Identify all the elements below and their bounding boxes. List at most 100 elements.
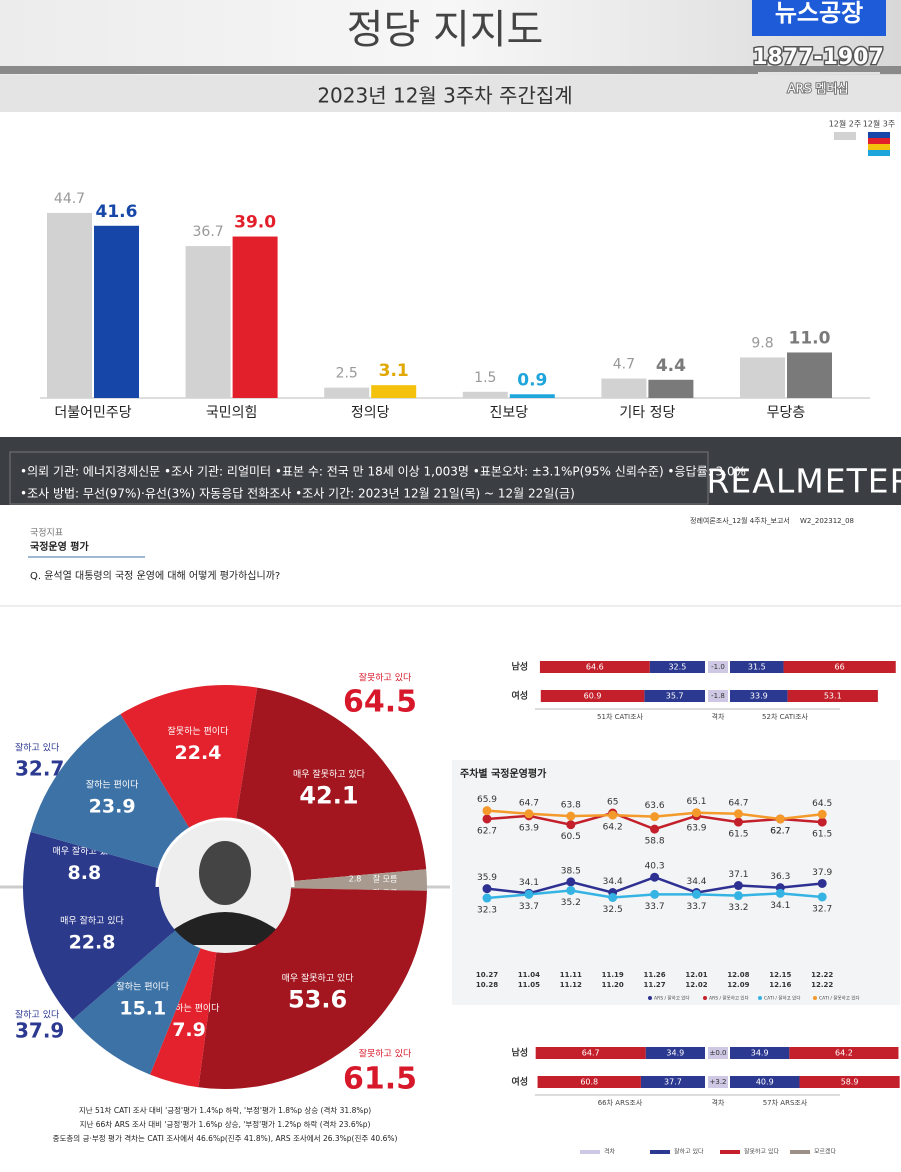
report-code: W2_202312_08 (800, 517, 854, 525)
point-label: 34.1 (770, 901, 790, 911)
segment-label: 잘하는 편이다 (86, 778, 139, 790)
point-label: 65.1 (686, 797, 706, 807)
segment-label: 34.9 (751, 1049, 769, 1058)
segment-label: 53.1 (824, 692, 842, 701)
bar-segment (537, 1076, 641, 1088)
value-label: 2.5 (336, 366, 358, 382)
legend-swatch (758, 996, 762, 1000)
bar (47, 212, 92, 398)
value-label: 44.7 (54, 191, 85, 207)
point-label: 62.7 (477, 826, 497, 836)
pie-segment (290, 887, 427, 891)
series-point (733, 817, 743, 827)
segment-label: 60.9 (584, 692, 602, 701)
series-point (733, 809, 743, 819)
gap-label: -1.8 (711, 692, 725, 700)
segment-value: 7.9 (172, 1019, 206, 1041)
bar-segment (645, 1047, 705, 1059)
pie-segment (30, 714, 191, 869)
row-label: 여성 (511, 1076, 528, 1088)
series-point (733, 891, 743, 901)
value-label: 0.9 (517, 370, 547, 390)
segment-label: 매우 잘하고 있다 (60, 914, 124, 926)
x-tick-label: 더불어민주당 (54, 405, 131, 421)
x-tick-label: 12.22 (811, 981, 833, 989)
segment-label: 잘못하는 편이다 (168, 725, 230, 737)
brand: REALMETER (707, 462, 901, 501)
legend-label: CATI / 잘하고 있다 (764, 995, 801, 1002)
segment-value: 42.1 (299, 781, 358, 809)
value-label: 11.0 (789, 328, 831, 348)
x-tick-label: 기타 정당 (619, 405, 675, 421)
point-label: 63.9 (686, 823, 706, 833)
series-point (608, 810, 618, 820)
x-tick-label: 11.04 (518, 971, 540, 979)
bar-segment (789, 1047, 899, 1059)
bar-segment (730, 1047, 790, 1059)
point-label: 65 (607, 798, 618, 808)
gap-box (708, 690, 728, 702)
legend-label: ARS / 잘못하고 있다 (709, 995, 750, 1002)
total-label: 잘못하고 있다 (359, 672, 412, 684)
value-label: 1.5 (474, 370, 496, 386)
segment-value: 2.8 (349, 875, 362, 884)
bar-segment (787, 690, 878, 702)
point-label: 64.7 (728, 798, 748, 808)
point-label: 61.5 (812, 830, 832, 840)
bar (462, 391, 508, 398)
value-label: 36.7 (193, 224, 224, 240)
total-value: 64.5 (343, 685, 417, 720)
legend-swatch (648, 996, 652, 1000)
title: 정당 지지도 (347, 7, 544, 53)
total-value: 32.7 (15, 757, 64, 781)
value-label: 3.1 (379, 361, 409, 381)
legend-label: 모르겠다 (814, 1148, 837, 1156)
report-file: 정례여론조사_12월 4주차_보고서 (690, 516, 790, 525)
segment-label: 32.5 (668, 663, 686, 672)
bar-segment (730, 1076, 800, 1088)
bar-segment (730, 661, 784, 673)
series-point (650, 872, 660, 882)
x-tick-label: 12.15 (769, 971, 791, 979)
value-label: 9.8 (751, 335, 773, 351)
x-tick-label: 12.01 (685, 971, 707, 979)
point-label: 64.2 (603, 823, 623, 833)
pie-segment (72, 930, 201, 1075)
point-label: 32.5 (603, 905, 623, 915)
point-label: 63.8 (561, 801, 581, 811)
legend-swatch (720, 1150, 740, 1154)
bar-segment (540, 690, 645, 702)
row-label: 남성 (511, 1047, 528, 1059)
footer-bg (0, 437, 901, 505)
series-point (566, 820, 576, 830)
legend-label: CATI / 잘못하고 있다 (819, 995, 860, 1002)
series-point (775, 888, 785, 898)
segment-value: 22.4 (175, 742, 222, 764)
value-label: 39.0 (234, 213, 276, 233)
footer-line: •조사 방법: 무선(97%)·유선(3%) 자동응답 전화조사 •조사 기간:… (20, 487, 575, 501)
segment-label: 매우 잘못하고 있다 (282, 972, 355, 984)
segment-label: 66 (835, 663, 845, 672)
segment-value: 22.8 (69, 931, 116, 953)
bar-segment (730, 690, 788, 702)
series-point (817, 878, 827, 888)
footer-line: •의뢰 기관: 에너지경제신문 •조사 기관: 리얼미터 •표본 수: 전국 만… (20, 465, 746, 479)
series-point (733, 881, 743, 891)
bar-segment (649, 661, 705, 673)
x-tick-label: 10.27 (476, 971, 498, 979)
group-label: 57차 ARS조사 (763, 1098, 808, 1107)
segment-label: 60.8 (580, 1078, 598, 1087)
gap-box (708, 661, 728, 673)
bar (185, 246, 231, 398)
segment-value: 15.1 (119, 997, 166, 1019)
series-point (566, 885, 576, 895)
point-label: 58.8 (645, 837, 665, 847)
legend-label: 잘못하고 있다 (744, 1148, 780, 1156)
pie-segment (22, 887, 176, 1020)
point-label: 62.7 (770, 826, 790, 836)
series-point (817, 817, 827, 827)
bar-segment (783, 661, 896, 673)
question: Q. 윤석열 대통령의 국정 운영에 대해 어떻게 평가하십니까? (30, 569, 280, 582)
legend-swatch (813, 996, 817, 1000)
